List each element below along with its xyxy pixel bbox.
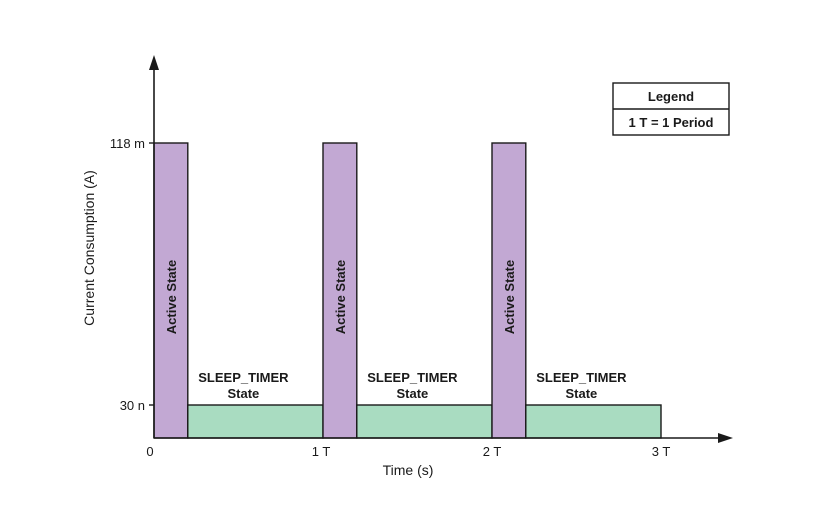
- legend-title: Legend: [648, 89, 694, 104]
- y-axis-arrow-icon: [149, 55, 159, 70]
- sleep-timer-state-label: SLEEP_TIMER State: [536, 370, 627, 401]
- segments-group: Active State SLEEP_TIMER State Active State…: [153, 142, 662, 439]
- y-tick-label-30n: 30 n: [120, 398, 145, 413]
- sleep-timer-state-label: SLEEP_TIMER State: [367, 370, 458, 401]
- y-axis-title: Current Consumption (A): [81, 170, 97, 326]
- y-tick-label-118m: 118 m: [110, 136, 145, 151]
- x-axis-title: Time (s): [383, 462, 434, 478]
- active-state-label: Active State: [164, 260, 179, 334]
- legend-entry: 1 T = 1 Period: [629, 115, 714, 130]
- x-tick-label-1t: 1 T: [312, 444, 331, 459]
- x-axis-arrow-icon: [718, 433, 733, 443]
- active-state-bar: [153, 142, 189, 439]
- x-tick-label-2t: 2 T: [483, 444, 502, 459]
- active-state-label: Active State: [333, 260, 348, 334]
- active-state-label: Active State: [502, 260, 517, 334]
- x-tick-label-3t: 3 T: [652, 444, 671, 459]
- x-tick-label-0: 0: [146, 444, 153, 459]
- sleep-timer-state-label: SLEEP_TIMER State: [198, 370, 289, 401]
- sleep-timer-bar: [525, 404, 662, 439]
- legend: Legend 1 T = 1 Period: [612, 82, 730, 136]
- sleep-timer-bar: [187, 404, 324, 439]
- sleep-timer-bar: [356, 404, 493, 439]
- active-state-bar: [322, 142, 358, 439]
